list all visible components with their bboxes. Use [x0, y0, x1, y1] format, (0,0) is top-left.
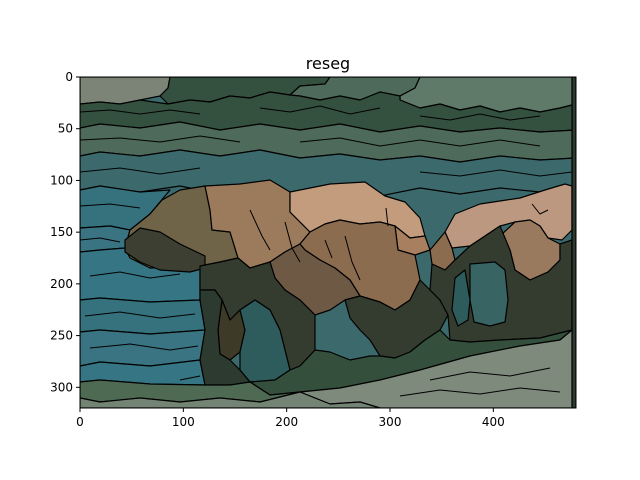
x-tick-label: 200 — [275, 415, 298, 429]
segment-gap-water-right — [469, 261, 509, 327]
x-axis: 0 100 200 300 400 — [76, 408, 505, 429]
y-tick-label: 250 — [50, 329, 73, 343]
segment-ground-shadow — [199, 289, 251, 386]
y-tick-label: 50 — [58, 122, 73, 136]
x-tick-label: 100 — [172, 415, 195, 429]
y-tick-label: 0 — [65, 70, 73, 84]
y-axis: 0 50 100 150 200 250 300 — [50, 70, 80, 394]
chart-title: reseg — [306, 54, 350, 73]
segment-gap-water-2 — [451, 269, 471, 327]
segment-shore-lower — [80, 391, 381, 408]
axes-frame — [79, 76, 577, 409]
y-tick-label: 300 — [50, 380, 73, 394]
y-tick-label: 150 — [50, 225, 73, 239]
x-tick-label: 0 — [76, 415, 84, 429]
segmentation-image — [80, 77, 576, 408]
y-tick-label: 200 — [50, 277, 73, 291]
segment-water-lower — [80, 297, 206, 335]
y-tick-label: 100 — [50, 173, 73, 187]
segment-right-edge — [571, 77, 576, 408]
x-tick-label: 400 — [482, 415, 505, 429]
segment-bear-leg-dark-2 — [344, 279, 449, 359]
segment-contours — [80, 105, 573, 397]
x-tick-label: 300 — [379, 415, 402, 429]
